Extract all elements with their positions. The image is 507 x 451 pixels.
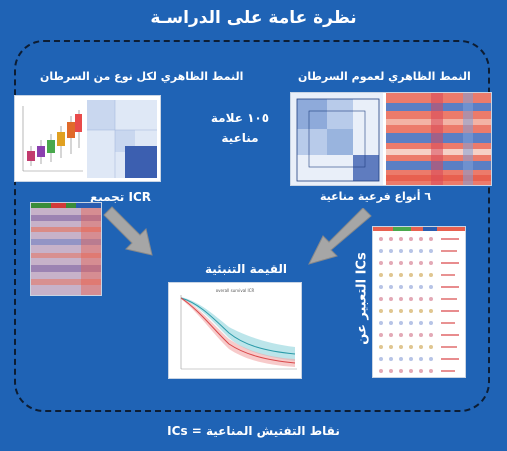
heading-icr-clustering: تجميع ICR <box>90 190 151 204</box>
pan-cancer-figure <box>291 93 491 185</box>
ics-dotplot <box>373 227 465 377</box>
study-frame <box>14 40 490 412</box>
correlation-matrix-large <box>296 98 380 182</box>
expression-heatmap <box>386 93 491 185</box>
boxplot-boxes <box>27 110 82 166</box>
survival-plot-panel: overall survival ICR <box>168 282 302 379</box>
heading-prognostic-value: القيمة التنبئية <box>205 262 288 276</box>
gene-label-marks <box>441 238 459 372</box>
label-immune-signatures: ١٠٥ علامة مناعية <box>210 111 270 145</box>
survival-plot: overall survival ICR <box>169 283 301 378</box>
label-ics-expression: التعبير عن ICs <box>354 252 370 345</box>
pan-cancer-panel <box>290 92 492 186</box>
arrow-left-down-icon <box>103 206 153 256</box>
ics-dotplot-panel <box>372 226 466 378</box>
heading-pan-cancer: النمط الظاهري لعموم السرطان <box>298 70 471 83</box>
per-cancer-panel <box>14 95 161 182</box>
icr-heatmap-panel <box>30 202 102 296</box>
survival-plot-title: overall survival ICR <box>216 288 255 293</box>
diagram-title: نظرة عامة على الدراسـة <box>150 8 357 28</box>
correlation-matrix-small <box>87 100 157 178</box>
arrow-right-down-icon <box>308 208 372 265</box>
boxplot-heatmap-figure <box>15 96 157 181</box>
heading-per-cancer-type: النمط الظاهري لكل نوع من السرطان <box>40 70 244 83</box>
dot-rows <box>379 237 433 373</box>
footer-note: ICs = نقاط التفتيش المناعية <box>167 424 340 438</box>
heading-immune-subtypes: ٦ أنواع فرعية مناعية <box>320 190 432 203</box>
icr-heatmap <box>31 203 101 295</box>
